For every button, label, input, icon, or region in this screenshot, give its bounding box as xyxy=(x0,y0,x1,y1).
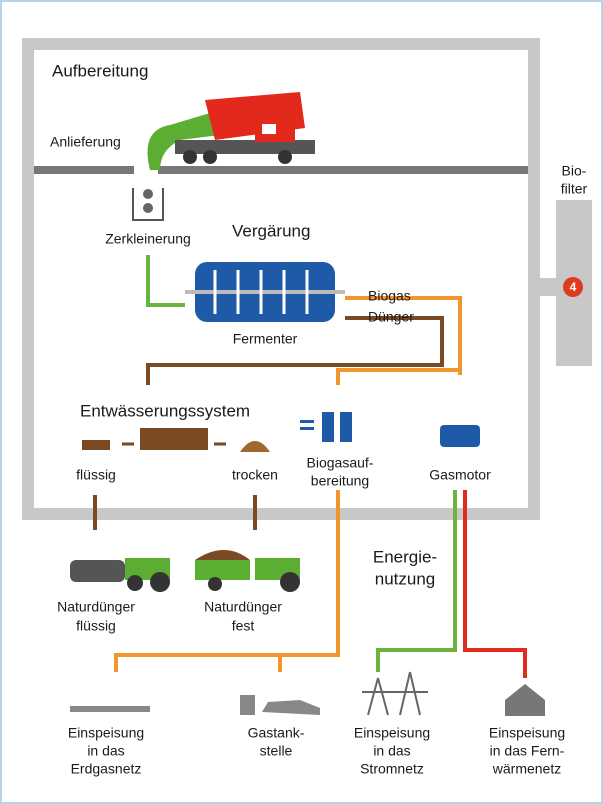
label: Gastank- xyxy=(248,725,305,741)
label: flüssig xyxy=(76,467,116,483)
label: Biogasauf- xyxy=(307,455,374,471)
heading: Entwässerungssystem xyxy=(80,401,250,420)
label: Naturdünger xyxy=(57,599,135,615)
label: Erdgasnetz xyxy=(71,761,142,777)
connector xyxy=(534,278,558,296)
heading: Energie- xyxy=(373,547,437,566)
title: Aufbereitung xyxy=(52,61,148,80)
heading: nutzung xyxy=(375,569,436,588)
label: Bio- xyxy=(562,163,587,179)
label: Fermenter xyxy=(233,331,298,347)
label: in das xyxy=(87,743,124,759)
label: wärmenetz xyxy=(492,761,561,777)
heading: Vergärung xyxy=(232,221,310,240)
label: trocken xyxy=(232,467,278,483)
label: Zerkleinerung xyxy=(105,231,191,247)
label: Einspeisung xyxy=(68,725,144,741)
label: Stromnetz xyxy=(360,761,424,777)
label: bereitung xyxy=(311,473,369,489)
label: fest xyxy=(232,618,255,634)
label: in das xyxy=(373,743,410,759)
floor xyxy=(158,166,528,174)
label: Anlieferung xyxy=(50,134,121,150)
label: flüssig xyxy=(76,618,116,634)
pipe-icon xyxy=(70,706,150,712)
badge-label: 4 xyxy=(570,280,577,294)
fermenter-icon xyxy=(185,262,345,322)
label: Dünger xyxy=(368,309,414,325)
label: Einspeisung xyxy=(489,725,565,741)
label: stelle xyxy=(260,743,293,759)
diagram: Aufbereitung Anlieferung Bio- filter 4 Z… xyxy=(0,0,603,804)
floor xyxy=(34,166,134,174)
label: Naturdünger xyxy=(204,599,282,615)
label: Gasmotor xyxy=(429,467,491,483)
label: in das Fern- xyxy=(490,743,565,759)
label: Biogas xyxy=(368,288,411,304)
label: Einspeisung xyxy=(354,725,430,741)
label: filter xyxy=(561,181,588,197)
engine-icon xyxy=(440,425,480,447)
